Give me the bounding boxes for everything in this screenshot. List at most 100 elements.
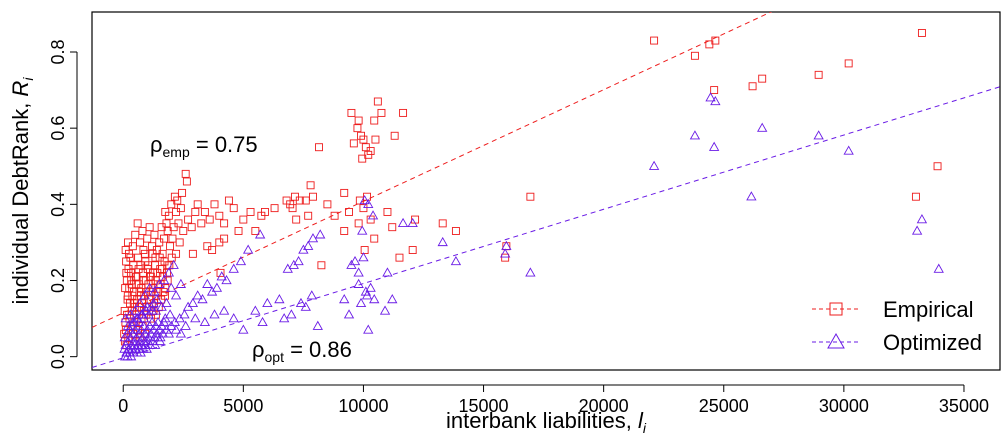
data-point-square	[438, 219, 447, 228]
data-point-triangle	[813, 130, 824, 140]
data-point-square	[317, 261, 326, 270]
data-point-triangle	[228, 313, 239, 323]
data-point-triangle	[134, 297, 146, 308]
legend-entry-empirical: Empirical	[812, 297, 973, 322]
data-point-triangle	[293, 255, 304, 266]
data-point-square	[131, 230, 140, 239]
data-point-triangle	[312, 320, 323, 330]
data-point-square	[358, 154, 367, 163]
data-point-square	[187, 223, 196, 232]
data-point-square	[164, 211, 173, 220]
data-point-triangle	[130, 305, 141, 315]
data-point-square	[711, 36, 720, 45]
data-point-square	[234, 227, 243, 235]
data-point-square	[304, 211, 313, 220]
data-point-square	[122, 268, 131, 277]
data-point-square	[197, 219, 206, 228]
data-point-square	[138, 227, 147, 235]
data-point-triangle	[262, 297, 273, 308]
data-point-triangle	[315, 229, 326, 239]
data-point-square	[301, 196, 310, 205]
data-point-triangle	[933, 263, 944, 273]
data-point-square	[390, 131, 399, 140]
data-point-triangle	[175, 328, 187, 338]
data-point-triangle	[150, 305, 162, 315]
data-point-triangle	[358, 252, 369, 262]
data-point-square	[408, 246, 417, 254]
data-point-square	[251, 227, 260, 235]
data-point-square	[315, 143, 323, 152]
data-point-triangle	[211, 282, 223, 292]
data-point-triangle	[437, 236, 448, 247]
data-point-triangle	[379, 305, 391, 315]
data-point-triangle	[154, 278, 165, 288]
data-point-triangle	[190, 313, 201, 323]
data-point-triangle	[450, 255, 462, 266]
legend-marker-triangle	[827, 332, 845, 349]
data-point-triangle	[357, 225, 368, 235]
data-point-triangle	[180, 320, 191, 330]
data-point-square	[179, 227, 188, 235]
y-axis-label: individual DebtRank, Ri	[8, 77, 36, 305]
data-point-square	[917, 28, 926, 37]
data-point-square	[292, 215, 301, 224]
data-point-triangle	[843, 145, 854, 155]
y-tick-label: 0.8	[48, 39, 68, 64]
data-point-triangle	[363, 198, 374, 208]
data-point-square	[181, 169, 190, 178]
data-point-triangle	[163, 328, 175, 338]
data-point-triangle	[278, 313, 290, 323]
y-tick-label: 0.2	[48, 268, 68, 293]
data-point-triangle	[397, 217, 409, 228]
data-point-square	[203, 242, 212, 251]
data-point-square	[176, 204, 185, 213]
data-point-square	[690, 51, 699, 60]
data-point-square	[814, 70, 823, 79]
data-point-triangle	[156, 301, 167, 311]
x-tick-label: 30000	[819, 396, 869, 416]
data-point-triangle	[648, 160, 660, 170]
x-tick-label: 35000	[939, 396, 989, 416]
data-point-triangle	[152, 316, 164, 327]
data-point-triangle	[369, 294, 380, 304]
data-point-triangle	[382, 267, 393, 277]
data-point-triangle	[916, 214, 928, 224]
data-point-triangle	[182, 301, 194, 311]
data-point-triangle	[175, 278, 187, 288]
data-point-triangle	[257, 316, 268, 327]
data-points	[119, 28, 944, 361]
data-point-square	[141, 276, 150, 285]
data-point-square	[354, 219, 363, 228]
data-point-square	[501, 253, 510, 262]
data-point-square	[306, 181, 315, 190]
data-point-square	[143, 234, 152, 243]
x-tick-label: 25000	[699, 396, 749, 416]
data-point-square	[200, 207, 209, 216]
data-point-square	[158, 249, 167, 258]
data-point-square	[349, 139, 358, 148]
fit-line-optimized	[92, 86, 1000, 368]
data-point-square	[167, 200, 176, 209]
data-point-triangle	[166, 282, 177, 292]
data-point-triangle	[339, 294, 350, 304]
data-point-square	[191, 207, 200, 216]
series-empirical	[120, 28, 942, 350]
data-point-triangle	[209, 309, 220, 319]
data-point-triangle	[361, 290, 373, 300]
data-point-triangle	[349, 255, 361, 266]
data-point-square	[229, 204, 238, 213]
legend-entry-optimized: Optimized	[812, 330, 982, 355]
data-point-square	[291, 192, 299, 201]
data-point-square	[220, 219, 229, 228]
data-point-triangle	[353, 278, 364, 288]
data-point-triangle	[192, 290, 203, 300]
data-point-triangle	[179, 309, 190, 319]
data-point-square	[160, 234, 169, 243]
data-point-triangle	[148, 297, 159, 308]
data-point-square	[205, 215, 214, 224]
data-point-triangle	[158, 316, 170, 327]
data-point-square	[123, 291, 132, 300]
data-point-square	[388, 223, 397, 232]
data-point-triangle	[295, 297, 307, 308]
data-point-triangle	[199, 316, 211, 327]
